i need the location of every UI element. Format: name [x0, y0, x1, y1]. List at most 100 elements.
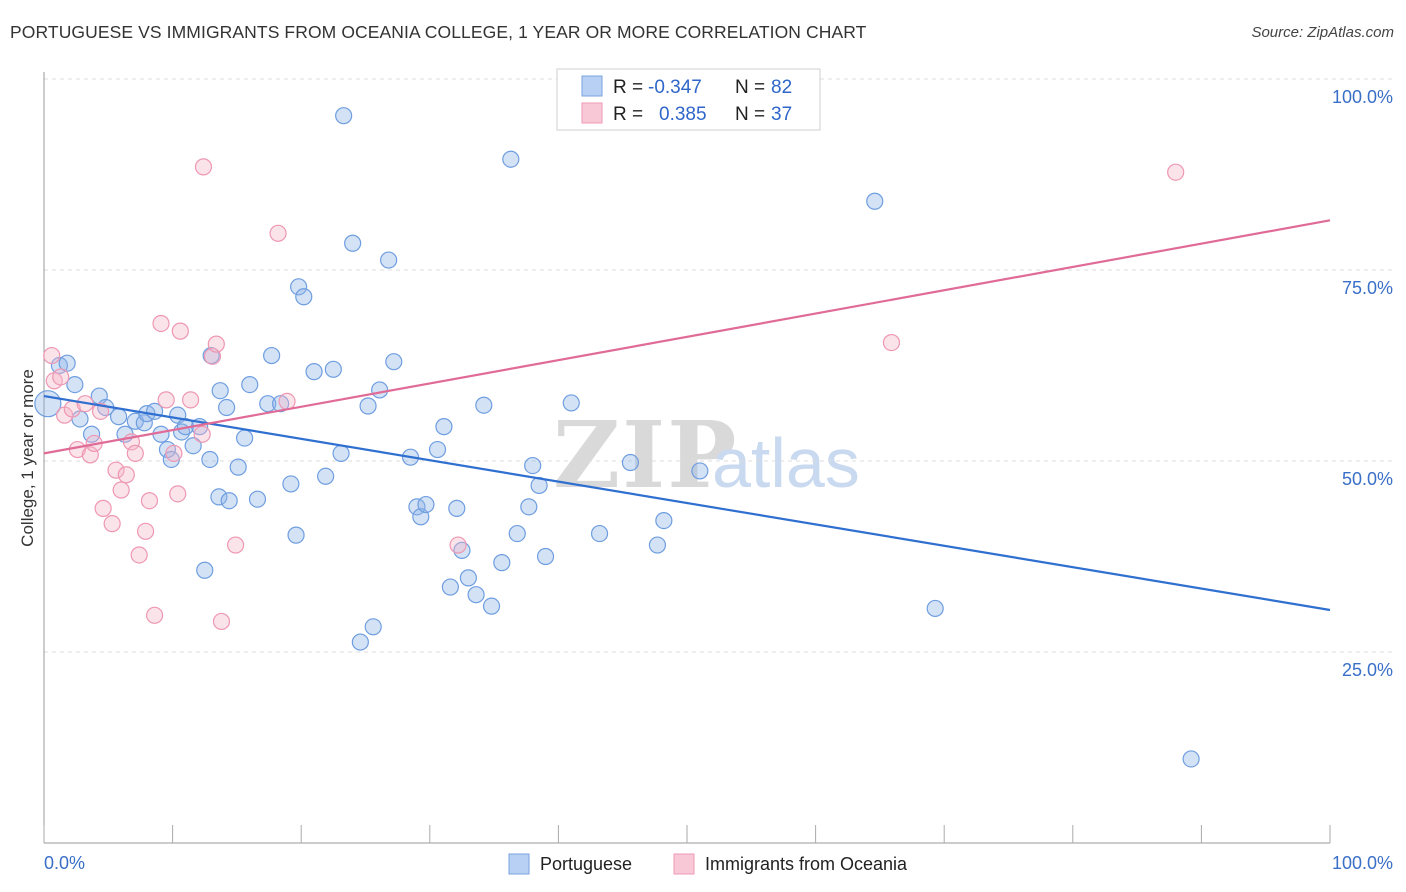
- portuguese-point: [590, 524, 609, 543]
- portuguese-point: [648, 536, 667, 554]
- y-tick-label: 50.0%: [1342, 469, 1393, 489]
- oceania-trend-line: [43, 219, 1331, 455]
- bottom-legend: Portuguese Immigrants from Oceania: [508, 853, 908, 875]
- portuguese-point: [448, 499, 466, 517]
- legend-r-label-2: R =: [613, 104, 643, 125]
- portuguese-point: [287, 526, 305, 544]
- legend-swatch-oceania: [581, 102, 603, 124]
- oceania-point: [91, 402, 110, 420]
- portuguese-point: [317, 467, 335, 485]
- legend-n-value-2: 37: [771, 104, 792, 125]
- portuguese-point: [196, 561, 214, 579]
- portuguese-point: [380, 251, 398, 269]
- portuguese-point: [866, 192, 884, 210]
- y-tick-label: 100.0%: [1332, 87, 1393, 107]
- portuguese-point: [459, 569, 477, 587]
- portuguese-point: [371, 381, 389, 399]
- oceania-point: [227, 536, 245, 554]
- y-tick-labels: 100.0% 75.0% 50.0% 25.0%: [1332, 87, 1393, 680]
- oceania-point: [112, 481, 130, 499]
- bottom-legend-swatch-portuguese: [508, 853, 530, 875]
- oceania-point: [152, 314, 170, 333]
- oceania-point: [103, 515, 121, 533]
- y-tick-label: 75.0%: [1342, 278, 1393, 298]
- portuguese-point: [282, 475, 300, 493]
- portuguese-point: [305, 363, 323, 381]
- portuguese-point: [263, 346, 281, 365]
- portuguese-point: [508, 524, 526, 543]
- oceania-point: [117, 466, 135, 484]
- oceania-point: [165, 444, 183, 462]
- legend-r-value-1: -0.347: [648, 77, 702, 98]
- portuguese-point: [66, 376, 84, 394]
- oceania-point: [136, 522, 155, 540]
- legend-n-label-2: N =: [735, 104, 765, 125]
- portuguese-point: [109, 408, 128, 426]
- portuguese-point: [290, 278, 308, 296]
- portuguese-point: [344, 234, 362, 252]
- oceania-point: [107, 461, 125, 479]
- portuguese-point: [295, 288, 313, 306]
- portuguese-point: [441, 578, 459, 596]
- portuguese-point: [385, 353, 403, 371]
- portuguese-point: [210, 488, 228, 506]
- y-axis-label: College, 1 year or more: [18, 369, 37, 547]
- oceania-point: [130, 546, 148, 564]
- portuguese-point: [351, 633, 369, 651]
- legend-n-value-1: 82: [771, 77, 792, 98]
- y-tick-label: 25.0%: [1342, 660, 1393, 680]
- portuguese-point: [211, 382, 229, 400]
- oceania-point: [43, 346, 61, 365]
- portuguese-point: [220, 492, 238, 510]
- x-ticks: [43, 825, 1331, 843]
- oceania-point: [157, 391, 175, 409]
- portuguese-point: [1182, 750, 1200, 768]
- oceania-point: [52, 368, 70, 386]
- oceania-point: [193, 425, 211, 443]
- data-points: [34, 107, 1200, 768]
- portuguese-point: [691, 462, 709, 480]
- oceania-point: [194, 158, 213, 176]
- oceania-point: [145, 606, 164, 624]
- oceania-point: [1167, 163, 1185, 181]
- portuguese-point: [435, 418, 453, 436]
- portuguese-point: [428, 440, 447, 459]
- legend-r-value-2: 0.385: [659, 104, 707, 125]
- oceania-point: [182, 391, 200, 409]
- source-label: Source: ZipAtlas.com: [1251, 24, 1394, 41]
- oceania-point: [169, 485, 187, 503]
- portuguese-point: [493, 554, 511, 572]
- portuguese-point: [58, 354, 76, 372]
- portuguese-point: [359, 397, 377, 415]
- oceania-point: [94, 499, 112, 517]
- oceania-point: [171, 322, 189, 340]
- portuguese-point: [218, 398, 236, 417]
- oceania-point: [126, 444, 144, 462]
- portuguese-point: [241, 376, 259, 394]
- trend-lines: [43, 219, 1331, 612]
- portuguese-point: [621, 453, 640, 472]
- legend-r-label-1: R =: [613, 77, 643, 98]
- chart-title: PORTUGUESE VS IMMIGRANTS FROM OCEANIA CO…: [10, 22, 867, 42]
- bottom-legend-swatch-oceania: [673, 853, 695, 875]
- legend-n-label-1: N =: [735, 77, 765, 98]
- portuguese-trend-line: [43, 394, 1331, 612]
- x-tick-label-min: 0.0%: [44, 853, 85, 873]
- bottom-legend-label-portuguese: Portuguese: [540, 854, 632, 874]
- portuguese-point: [236, 429, 254, 447]
- oceania-point: [882, 333, 901, 352]
- portuguese-point: [482, 597, 501, 615]
- oceania-point: [269, 224, 287, 242]
- oceania-point: [449, 536, 467, 554]
- portuguese-point: [926, 599, 944, 618]
- portuguese-point: [248, 490, 267, 508]
- portuguese-point: [335, 107, 353, 125]
- portuguese-point: [229, 458, 247, 476]
- portuguese-point: [184, 437, 202, 455]
- portuguese-point: [417, 495, 435, 514]
- portuguese-point: [655, 511, 673, 530]
- x-tick-label-max: 100.0%: [1332, 853, 1393, 873]
- watermark-atlas: atlas: [712, 424, 860, 502]
- oceania-point: [278, 392, 296, 411]
